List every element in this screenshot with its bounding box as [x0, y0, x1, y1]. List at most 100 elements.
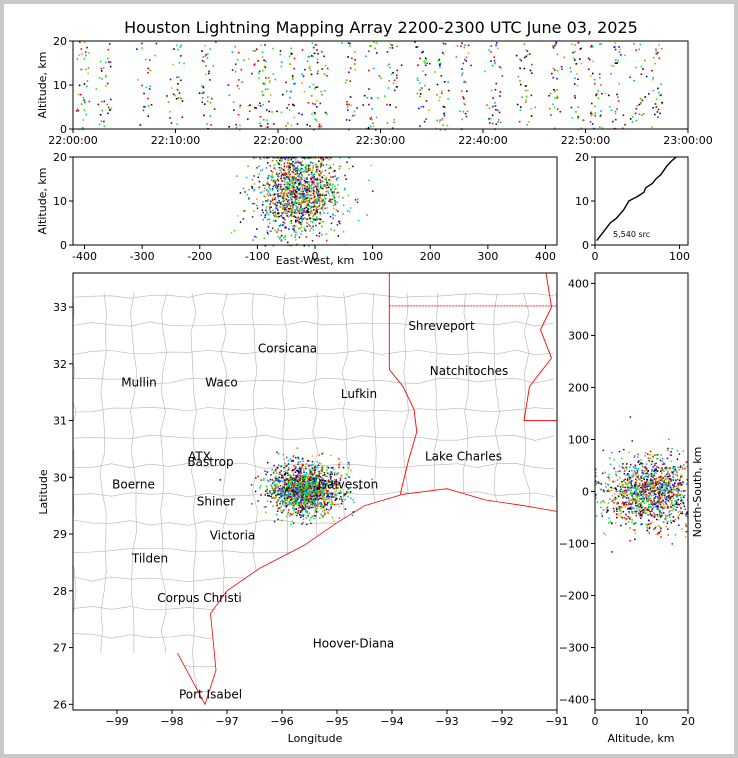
source-point [292, 189, 295, 192]
source-point [284, 479, 286, 481]
source-point [439, 128, 442, 131]
source-point [552, 103, 554, 106]
source-point [682, 501, 684, 504]
source-point [670, 487, 673, 489]
source-point [309, 473, 311, 476]
source-point [323, 194, 326, 197]
source-point [326, 482, 329, 485]
source-point [314, 493, 317, 496]
source-point [167, 101, 170, 103]
source-point [601, 92, 603, 95]
source-point [292, 186, 295, 188]
source-point [295, 207, 298, 209]
source-point [649, 457, 652, 460]
source-point [273, 520, 276, 523]
source-point [614, 48, 617, 51]
source-point [283, 492, 286, 494]
source-point [283, 508, 285, 511]
source-point [638, 478, 641, 481]
source-point [313, 200, 316, 203]
source-point [298, 487, 300, 490]
source-point [293, 166, 296, 169]
source-point [248, 110, 251, 113]
source-point [329, 491, 331, 494]
source-point [85, 68, 87, 71]
source-point [310, 503, 312, 506]
source-point [291, 186, 294, 188]
source-point [290, 475, 292, 477]
source-point [292, 164, 294, 167]
source-point [304, 188, 306, 191]
source-point [323, 203, 325, 205]
source-point [623, 479, 625, 482]
source-point [608, 94, 610, 97]
source-point [296, 496, 299, 499]
source-point [646, 488, 649, 491]
source-point [684, 536, 687, 538]
source-point [348, 119, 351, 122]
source-point [616, 479, 619, 481]
source-point [267, 176, 270, 178]
source-point [272, 181, 275, 183]
source-point [391, 44, 393, 46]
source-point [616, 62, 618, 64]
source-point [286, 186, 288, 189]
source-point [556, 96, 559, 99]
source-point [297, 193, 300, 195]
source-point [308, 217, 311, 219]
source-point [635, 66, 637, 69]
source-point [299, 475, 302, 478]
source-point [147, 97, 149, 100]
source-point [333, 495, 335, 498]
source-point [305, 490, 308, 493]
source-point [374, 128, 377, 131]
source-point [106, 103, 109, 106]
source-point [270, 175, 272, 178]
source-point [288, 484, 290, 486]
source-point [288, 175, 290, 177]
source-point [612, 507, 615, 510]
source-point [311, 483, 314, 485]
source-point [295, 465, 297, 468]
source-point [283, 157, 286, 159]
source-point [645, 523, 647, 526]
source-point [266, 157, 269, 159]
source-point [624, 486, 626, 489]
source-point [651, 494, 653, 497]
source-point [308, 214, 310, 217]
source-point [297, 175, 300, 178]
source-point [614, 110, 617, 113]
source-point [633, 79, 635, 82]
source-point [319, 196, 321, 198]
source-point [320, 501, 322, 504]
source-point [294, 500, 296, 503]
source-point [325, 475, 327, 478]
source-point [459, 110, 461, 113]
lat-tick-label: 31 [53, 415, 67, 428]
source-point [634, 482, 637, 484]
source-point [306, 209, 309, 212]
source-point [291, 52, 293, 55]
source-point [652, 484, 655, 487]
source-point [499, 91, 502, 93]
source-point [285, 208, 287, 211]
lon-tick-label: −96 [270, 715, 293, 728]
source-point [281, 212, 283, 214]
source-point [269, 165, 271, 167]
source-point [280, 215, 282, 217]
source-point [275, 487, 277, 489]
source-point [685, 461, 688, 464]
source-point [627, 503, 630, 505]
source-point [339, 479, 342, 481]
source-point [668, 473, 671, 476]
source-point [659, 513, 661, 515]
source-point [149, 69, 152, 72]
source-point [498, 66, 501, 68]
source-point [491, 64, 494, 67]
source-point [338, 463, 340, 466]
source-point [310, 470, 313, 473]
source-point [612, 480, 614, 483]
source-point [627, 515, 630, 518]
source-point [334, 491, 336, 493]
source-point [311, 113, 313, 115]
